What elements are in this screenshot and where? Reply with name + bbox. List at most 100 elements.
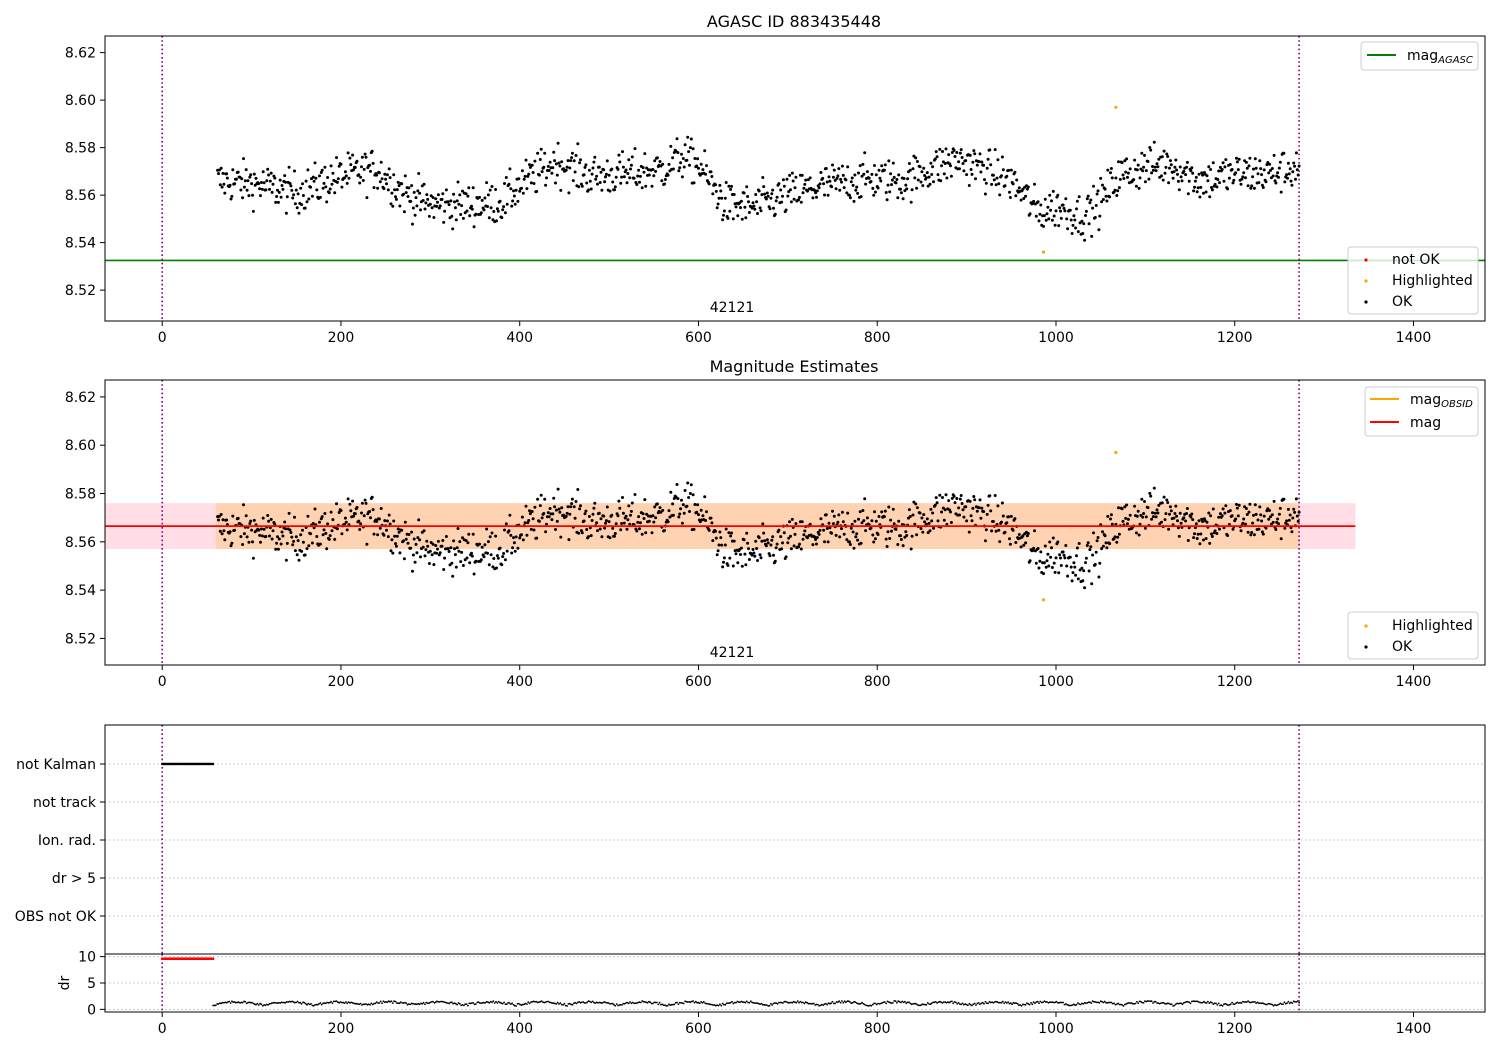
- ok-point: [479, 558, 483, 562]
- dr-point: [1030, 1001, 1032, 1004]
- ok-point: [303, 206, 307, 210]
- y-tick-label: 8.58: [65, 141, 96, 157]
- ok-point: [1007, 515, 1011, 519]
- ok-point: [320, 515, 324, 519]
- ok-point: [449, 199, 453, 203]
- dr-point: [1059, 1001, 1062, 1004]
- ok-point: [351, 499, 355, 503]
- ok-point: [840, 164, 844, 168]
- panel1-legend-lines[interactable]: magAGASC: [1360, 41, 1479, 71]
- dr-point: [1098, 1002, 1101, 1004]
- ok-point: [280, 530, 284, 534]
- ok-point: [611, 180, 615, 184]
- ok-point: [1049, 208, 1053, 212]
- ok-point: [1121, 173, 1125, 177]
- dr-point: [1254, 1001, 1256, 1003]
- dr-point: [267, 1003, 269, 1006]
- dr-point: [260, 1003, 263, 1006]
- dr-point: [336, 1001, 339, 1004]
- ok-point: [928, 529, 932, 533]
- ok-point: [1228, 163, 1232, 166]
- ok-point: [336, 177, 340, 181]
- ok-point: [1209, 514, 1213, 518]
- ok-point: [492, 557, 496, 560]
- ok-point: [1267, 171, 1271, 175]
- ok-point: [539, 147, 543, 151]
- ok-point: [1005, 521, 1009, 525]
- dr-point: [1173, 1004, 1176, 1007]
- ok-point: [1194, 522, 1198, 526]
- ok-point: [1059, 216, 1063, 220]
- dr-point: [534, 1000, 536, 1003]
- ok-point: [1244, 176, 1247, 180]
- ok-point: [1271, 174, 1275, 178]
- ok-point: [681, 157, 685, 160]
- dr-point: [776, 1002, 779, 1005]
- ok-point: [618, 160, 622, 164]
- ok-point: [688, 492, 692, 495]
- ok-point: [1061, 203, 1065, 207]
- ok-point: [1167, 181, 1171, 185]
- panel2-y-ticks: 8.528.548.568.588.608.62: [65, 390, 105, 647]
- ok-point: [343, 170, 347, 174]
- ok-point: [394, 544, 398, 548]
- ok-point: [943, 162, 947, 165]
- dr-point: [353, 1002, 355, 1005]
- ok-point: [828, 179, 832, 183]
- ok-point: [428, 549, 432, 553]
- dr-point: [1042, 1001, 1044, 1004]
- ok-point: [502, 552, 506, 555]
- ok-point: [577, 185, 581, 189]
- ok-point: [489, 553, 493, 557]
- dr-point: [531, 1000, 534, 1003]
- panel2-legend-points[interactable]: Highlighted OK: [1347, 611, 1479, 660]
- ok-point: [1168, 166, 1171, 170]
- ok-point: [305, 200, 309, 204]
- ok-point: [688, 163, 691, 167]
- dr-point: [479, 1002, 481, 1004]
- dr-point: [845, 1001, 847, 1004]
- ok-point: [831, 509, 834, 513]
- ok-point: [410, 530, 414, 534]
- ok-point: [697, 513, 700, 517]
- dr-point: [540, 1000, 543, 1002]
- ok-point: [294, 188, 298, 192]
- ok-point: [402, 557, 406, 561]
- ok-point: [969, 168, 973, 171]
- dr-point: [566, 1005, 568, 1007]
- panel2-legend-lines[interactable]: magOBSID mag: [1364, 386, 1479, 437]
- ok-point: [1251, 175, 1255, 179]
- ok-point: [815, 195, 818, 199]
- ok-point: [1093, 216, 1097, 219]
- ok-point: [1292, 507, 1296, 511]
- ok-point: [710, 521, 714, 525]
- ok-point: [1069, 218, 1073, 222]
- ok-point: [768, 554, 772, 558]
- ok-point: [845, 538, 849, 542]
- dr-point: [397, 1002, 400, 1005]
- ok-point: [915, 533, 919, 537]
- ok-point: [315, 535, 319, 538]
- ok-point: [967, 184, 971, 187]
- ok-point: [750, 206, 754, 210]
- dr-point: [1251, 1001, 1254, 1003]
- ok-point: [242, 185, 246, 189]
- dr-point: [303, 1001, 306, 1004]
- x-tick-label: 800: [864, 330, 891, 346]
- ok-point: [500, 216, 504, 220]
- ok-point: [1218, 165, 1222, 169]
- dr-point: [999, 1001, 1001, 1004]
- ok-point: [1008, 537, 1011, 541]
- ok-point: [1052, 214, 1056, 218]
- panel1-legend-points[interactable]: not OK Highlighted OK: [1347, 246, 1479, 315]
- ok-point: [604, 175, 607, 179]
- ok-point: [241, 196, 245, 200]
- ok-point: [622, 175, 626, 179]
- ok-point: [996, 158, 1000, 162]
- ok-point: [899, 538, 903, 541]
- ok-point: [564, 514, 568, 518]
- ok-point: [880, 164, 884, 168]
- ok-point: [650, 531, 654, 535]
- ok-point: [352, 168, 355, 172]
- ok-point: [929, 507, 933, 511]
